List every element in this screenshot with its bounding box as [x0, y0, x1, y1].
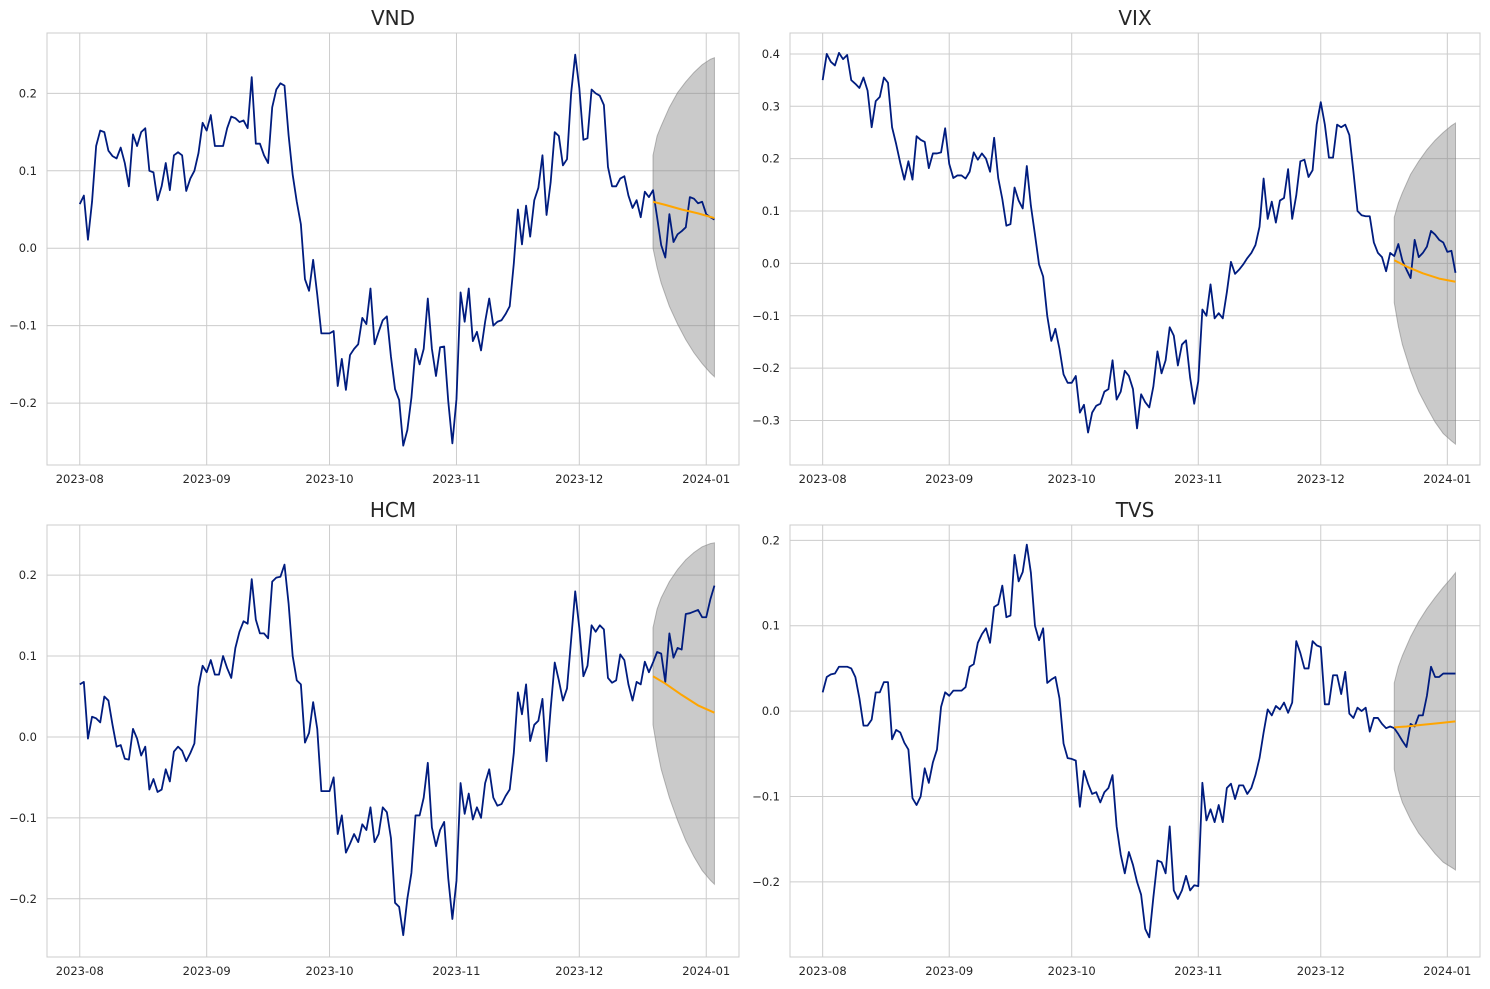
axes-frame [789, 524, 1481, 958]
y-tick-label: −0.3 [752, 413, 780, 427]
confidence-band [652, 57, 715, 378]
x-tick-label: 2023-11 [432, 964, 480, 978]
y-tick-label: 0.0 [19, 241, 37, 255]
forecast-series-line [1394, 720, 1456, 729]
y-tick-label: 0.2 [19, 568, 37, 582]
axes-frame [789, 32, 1481, 466]
x-tick-label: 2023-12 [1297, 472, 1345, 486]
panel-title: TVS [1115, 498, 1155, 522]
y-tick-label: 0.2 [762, 152, 780, 166]
y-tick-label: −0.2 [9, 396, 37, 410]
x-tick-label: 2023-08 [799, 472, 847, 486]
actual-series-line [79, 563, 716, 937]
x-tick-label: 2023-08 [56, 472, 104, 486]
y-tick-label: 0.1 [19, 164, 37, 178]
axes-frame [46, 524, 740, 958]
x-tick-label: 2023-09 [925, 964, 973, 978]
forecast-series-line [1393, 259, 1456, 283]
plot-area: 2023-08 2023-09 2023-10 2023-11 2023-12 2024-… [9, 32, 740, 486]
x-tick-label: 2024-01 [1423, 472, 1471, 486]
x-tick-label: 2023-11 [1174, 964, 1222, 978]
panel-hcm: 2023-08 2023-09 2023-10 2023-11 2023-12 2024-… [9, 498, 740, 978]
x-tick-label: 2023-10 [1048, 964, 1096, 978]
panel-vnd: 2023-08 2023-09 2023-10 2023-11 2023-12 2024-… [9, 6, 740, 486]
y-tick-label: 0.1 [762, 619, 780, 633]
x-tick-label: 2023-08 [799, 964, 847, 978]
actual-series-line [78, 53, 715, 447]
x-tick-label: 2023-12 [555, 964, 603, 978]
y-tick-label: 0.3 [762, 99, 780, 113]
y-tick-label: −0.1 [752, 789, 780, 803]
plot-area: 2023-08 2023-09 2023-10 2023-11 2023-12 2024-… [752, 524, 1481, 978]
x-tick-label: 2024-01 [1423, 964, 1471, 978]
x-tick-label: 2023-11 [432, 472, 480, 486]
axes-frame [46, 32, 740, 466]
forecast-series-line [652, 200, 715, 219]
plot-area: 2023-08 2023-09 2023-10 2023-11 2023-12 2024-… [752, 32, 1481, 486]
panel-vix: 2023-08 2023-09 2023-10 2023-11 2023-12 2024-… [752, 6, 1481, 486]
x-tick-label: 2023-08 [56, 964, 104, 978]
y-tick-label: 0.1 [762, 204, 780, 218]
panel-title: HCM [370, 498, 416, 522]
y-tick-label: −0.1 [9, 319, 37, 333]
confidence-band [652, 542, 715, 886]
y-tick-label: −0.1 [9, 811, 37, 825]
x-tick-label: 2023-11 [1174, 472, 1222, 486]
x-tick-label: 2023-12 [555, 472, 603, 486]
x-tick-label: 2023-09 [183, 964, 231, 978]
plot-area: 2023-08 2023-09 2023-10 2023-11 2023-12 2024-… [9, 524, 740, 978]
x-tick-label: 2023-10 [306, 472, 354, 486]
y-tick-label: 0.2 [19, 86, 37, 100]
x-tick-label: 2024-01 [682, 472, 730, 486]
y-tick-label: −0.2 [752, 361, 780, 375]
x-tick-label: 2023-10 [306, 964, 354, 978]
y-tick-label: 0.0 [762, 704, 780, 718]
y-tick-label: 0.0 [762, 256, 780, 270]
panel-title: VIX [1118, 6, 1152, 30]
y-tick-label: 0.4 [762, 47, 780, 61]
y-tick-label: 0.1 [19, 649, 37, 663]
actual-series-line [821, 52, 1457, 434]
confidence-band [1393, 122, 1456, 446]
panel-tvs: 2023-08 2023-09 2023-10 2023-11 2023-12 2024-… [752, 498, 1481, 978]
y-tick-label: 0.2 [762, 533, 780, 547]
x-tick-label: 2023-09 [925, 472, 973, 486]
y-tick-label: −0.2 [9, 892, 37, 906]
x-tick-label: 2023-10 [1048, 472, 1096, 486]
x-tick-label: 2024-01 [682, 964, 730, 978]
y-tick-label: −0.2 [752, 875, 780, 889]
x-tick-label: 2023-09 [183, 472, 231, 486]
confidence-band [1393, 571, 1456, 871]
y-tick-label: 0.0 [19, 730, 37, 744]
x-tick-label: 2023-12 [1297, 964, 1345, 978]
forecast-series-line [652, 675, 715, 714]
y-tick-label: −0.1 [752, 309, 780, 323]
panel-title: VND [371, 6, 415, 30]
actual-series-line [821, 543, 1456, 939]
